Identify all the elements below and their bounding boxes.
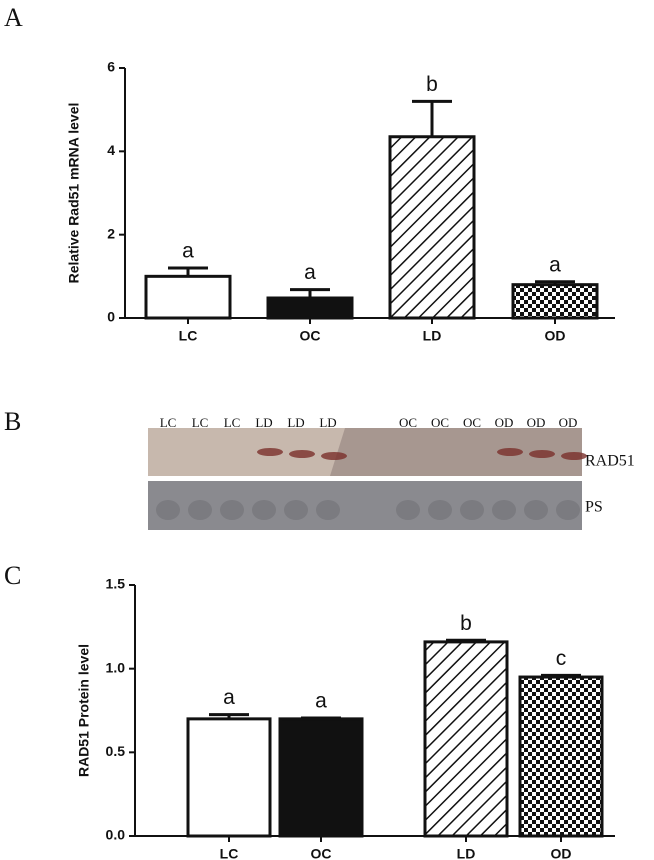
ps-band	[156, 500, 180, 520]
x-tick-label: OC	[300, 328, 321, 344]
x-tick-label: LC	[179, 328, 198, 344]
panel-label: C	[4, 561, 21, 590]
blot-band	[257, 448, 283, 456]
lane-label: LD	[255, 415, 272, 430]
ps-band	[188, 500, 212, 520]
y-tick-label: 1.0	[106, 659, 126, 675]
x-tick-label: LD	[423, 328, 442, 344]
blot-band	[321, 452, 347, 460]
y-axis-label: RAD51 Protein level	[76, 644, 92, 777]
panel-label: A	[4, 3, 23, 32]
y-tick-label: 4	[107, 142, 115, 158]
ps-band	[252, 500, 276, 520]
y-tick-label: 6	[107, 59, 115, 75]
lane-label: OC	[463, 415, 481, 430]
lane-label: LC	[160, 415, 177, 430]
ps-band	[316, 500, 340, 520]
blot-row-label: PS	[585, 499, 603, 516]
lane-label: OD	[527, 415, 546, 430]
x-tick-label: LD	[457, 846, 476, 860]
y-tick-label: 0.5	[106, 743, 126, 759]
ps-band	[428, 500, 452, 520]
blot-row-bg	[148, 481, 582, 530]
blot-band	[497, 448, 523, 456]
ps-band	[524, 500, 548, 520]
bar	[511, 283, 599, 320]
significance-letter: a	[223, 686, 235, 709]
bar	[518, 675, 604, 838]
ps-band	[556, 500, 580, 520]
lane-label: OD	[495, 415, 514, 430]
ps-band	[396, 500, 420, 520]
lane-label: LC	[192, 415, 209, 430]
panel-label: B	[4, 407, 21, 436]
bar	[423, 640, 509, 838]
y-tick-label: 0.0	[106, 827, 126, 843]
significance-letter: a	[182, 240, 194, 263]
significance-letter: b	[426, 73, 438, 96]
ps-band	[284, 500, 308, 520]
blot-row-label: RAD51	[585, 453, 635, 470]
y-tick-label: 2	[107, 225, 115, 241]
bar	[278, 717, 364, 838]
significance-letter: c	[556, 647, 567, 670]
lane-label: OC	[431, 415, 449, 430]
significance-letter: a	[304, 261, 316, 284]
blot-band	[289, 450, 315, 458]
bar	[186, 717, 272, 838]
significance-letter: a	[549, 253, 561, 276]
ps-band	[220, 500, 244, 520]
bar	[388, 135, 476, 320]
x-tick-label: OD	[545, 328, 566, 344]
blot-band	[529, 450, 555, 458]
y-axis-label: Relative Rad51 mRNA level	[66, 103, 82, 284]
bar	[266, 296, 354, 320]
x-tick-label: OC	[311, 846, 332, 860]
lane-label: LC	[224, 415, 241, 430]
lane-label: LD	[319, 415, 336, 430]
ps-band	[460, 500, 484, 520]
blot-image	[148, 428, 582, 530]
x-tick-label: OD	[551, 846, 572, 860]
x-tick-label: LC	[220, 846, 239, 860]
significance-letter: b	[460, 612, 472, 635]
lane-label: OC	[399, 415, 417, 430]
blot-band	[561, 452, 587, 460]
ps-band	[492, 500, 516, 520]
significance-letter: a	[315, 690, 327, 713]
bar	[144, 274, 232, 320]
lane-label: OD	[559, 415, 578, 430]
y-tick-label: 0	[107, 309, 115, 325]
y-tick-label: 1.5	[106, 576, 126, 592]
blot-glare	[148, 428, 345, 476]
lane-label: LD	[287, 415, 304, 430]
